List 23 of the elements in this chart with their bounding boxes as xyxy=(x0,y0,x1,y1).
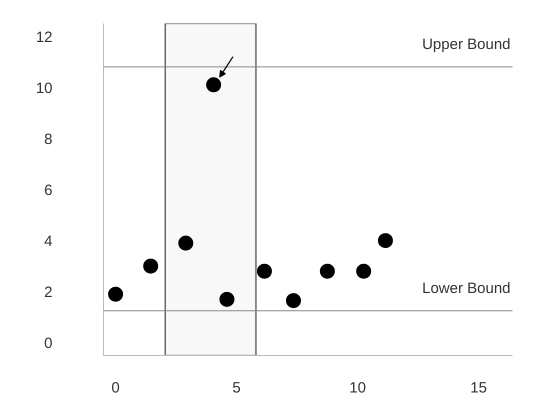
point xyxy=(206,77,222,92)
y-tick-label: 0 xyxy=(44,335,52,352)
y-tick-label: 2 xyxy=(44,284,52,302)
point xyxy=(178,236,194,251)
point xyxy=(219,292,234,307)
x-tick-label: 10 xyxy=(349,380,366,396)
point xyxy=(356,264,372,279)
y-tick-label: 4 xyxy=(44,233,52,250)
point xyxy=(143,258,158,274)
x-tick-label: 5 xyxy=(232,380,241,396)
point xyxy=(320,264,335,279)
ref-line-label: Lower Bound xyxy=(422,280,511,297)
point xyxy=(286,293,301,308)
y-tick-label: 12 xyxy=(36,28,53,46)
y-tick-label: 8 xyxy=(44,130,52,148)
y-tick-label: 6 xyxy=(44,182,52,199)
x-tick-label: 0 xyxy=(111,380,120,396)
point xyxy=(378,233,393,248)
point xyxy=(256,264,272,279)
y-tick-label: 10 xyxy=(36,80,53,97)
x-tick-label: 15 xyxy=(470,380,487,396)
ref-line-label: Upper Bound xyxy=(422,36,511,53)
point xyxy=(108,286,124,302)
